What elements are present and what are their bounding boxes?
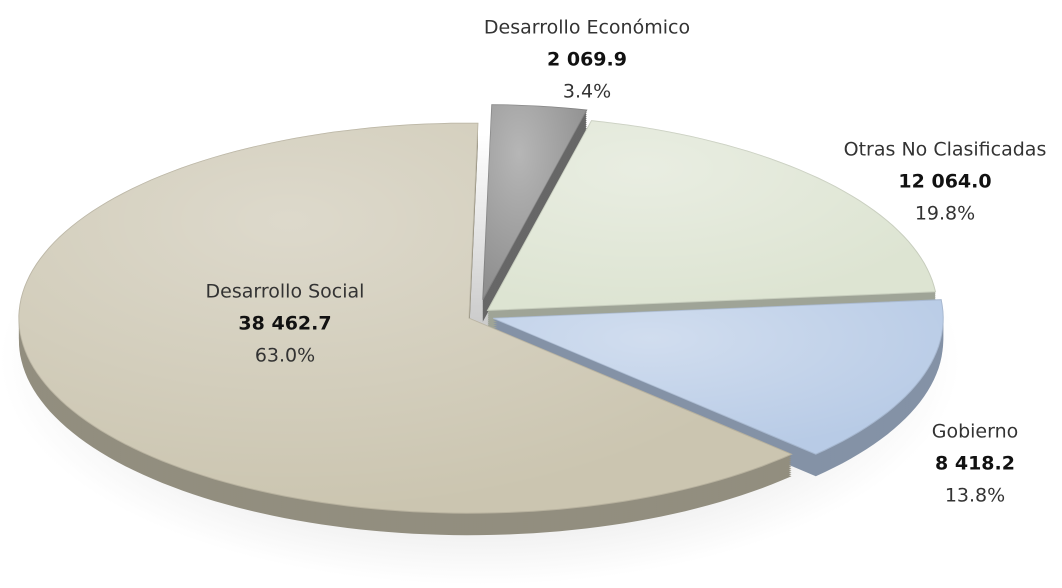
share-label: 63.0% bbox=[255, 345, 315, 367]
value-label: 2 069.9 bbox=[547, 49, 627, 71]
slice-gloss bbox=[18, 123, 792, 514]
share-label: 13.8% bbox=[945, 485, 1005, 507]
slice-gloss bbox=[487, 120, 936, 311]
slice-gloss bbox=[482, 104, 587, 300]
slice-label: Otras No Clasificadas bbox=[844, 139, 1047, 161]
share-label: 3.4% bbox=[563, 81, 611, 103]
slice-label: Desarrollo Social bbox=[206, 281, 365, 303]
share-label: 19.8% bbox=[915, 203, 975, 225]
value-label: 38 462.7 bbox=[238, 313, 331, 335]
slice-label: Desarrollo Económico bbox=[484, 17, 690, 39]
value-label: 8 418.2 bbox=[935, 453, 1015, 475]
value-label: 12 064.0 bbox=[898, 171, 991, 193]
slice-gloss bbox=[493, 299, 944, 455]
slice-label: Gobierno bbox=[932, 421, 1019, 443]
